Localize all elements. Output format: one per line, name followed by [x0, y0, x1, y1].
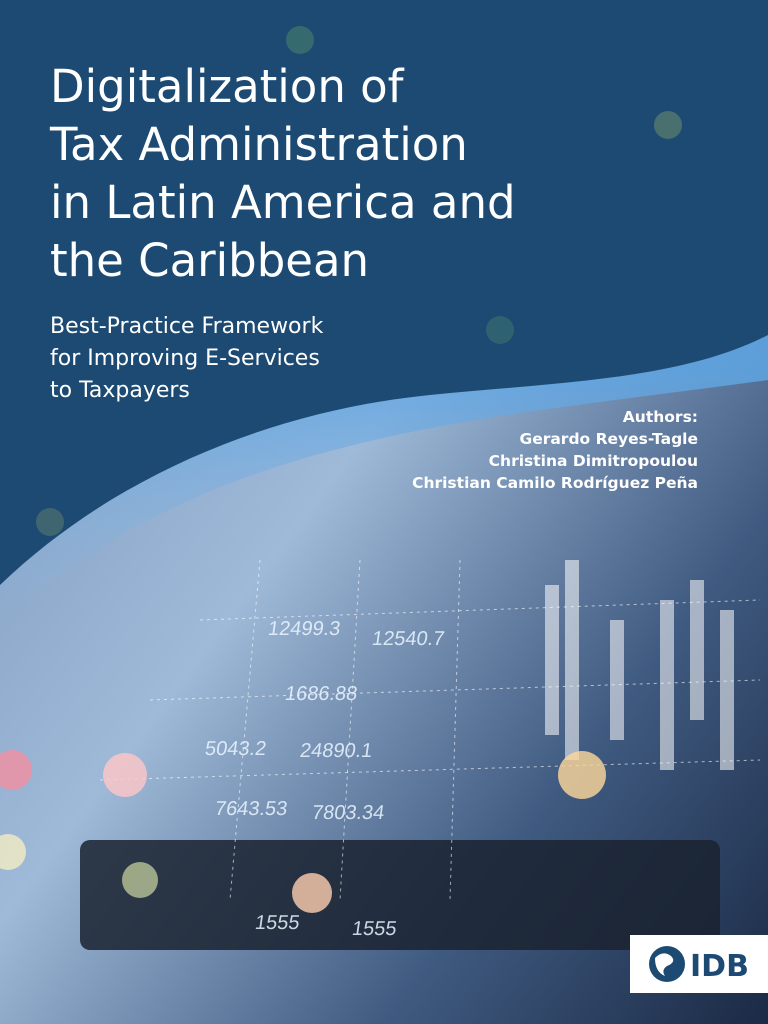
image-figure: 24890.1: [298, 740, 374, 762]
image-figure: 7803.34: [310, 802, 386, 824]
image-figure: 5043.2: [203, 738, 268, 760]
dark-band: [0, 0, 768, 585]
title-line: Digitalization of: [50, 60, 404, 113]
author-name: Christina Dimitropoulou: [488, 452, 698, 470]
bokeh: [0, 26, 682, 913]
bar-decoration: [545, 560, 734, 770]
image-figure: 1555: [350, 918, 399, 940]
title-line: in Latin America and: [50, 176, 516, 229]
image-figure: 12499.3: [266, 618, 342, 640]
subtitle-line: Best-Practice Framework: [50, 314, 324, 339]
subtitle-line: for Improving E-Services: [50, 346, 320, 371]
logo-continent: [655, 953, 674, 976]
title-line: Tax Administration: [50, 118, 468, 171]
grid-decoration: [99, 559, 761, 901]
keyboard: [80, 840, 720, 950]
image-figure: 1686.88: [283, 683, 359, 705]
authors-label: Authors:: [622, 408, 698, 426]
subtitle-line: to Taxpayers: [50, 378, 190, 403]
logo-text: IDB: [690, 949, 749, 984]
title-line: the Caribbean: [50, 234, 370, 287]
author-name: Gerardo Reyes-Tagle: [519, 430, 698, 448]
image-figure: 1555: [253, 912, 302, 934]
image-figure: 12540.7: [370, 628, 446, 650]
author-name: Christian Camilo Rodríguez Peña: [412, 474, 698, 492]
image-figure: 7643.53: [213, 798, 289, 820]
